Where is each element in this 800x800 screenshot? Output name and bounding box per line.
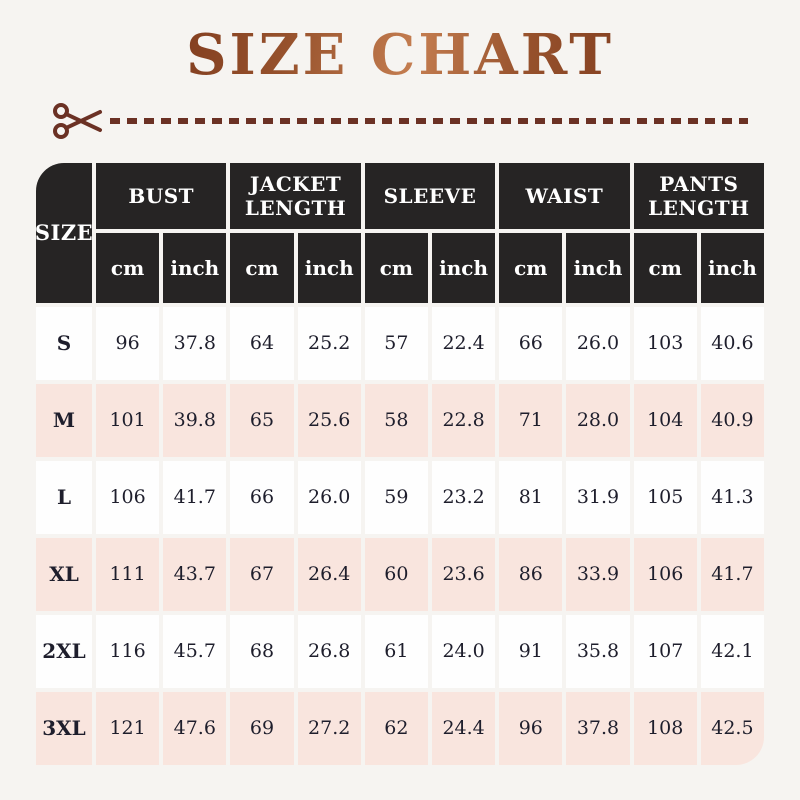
table-cell: 71 bbox=[499, 383, 563, 457]
table-cell: 111 bbox=[96, 537, 160, 611]
table-cell: 22.4 bbox=[432, 306, 496, 380]
cut-line bbox=[52, 100, 748, 142]
table-cell: 107 bbox=[633, 614, 697, 688]
dashed-line bbox=[110, 117, 748, 124]
unit-header-cm: cm bbox=[230, 232, 294, 303]
table-cell: 43.7 bbox=[163, 537, 227, 611]
table-cell: 64 bbox=[230, 306, 294, 380]
table-cell: 104 bbox=[633, 383, 697, 457]
table-cell: 96 bbox=[96, 306, 160, 380]
table-cell: 61 bbox=[364, 614, 428, 688]
table-cell: 103 bbox=[633, 306, 697, 380]
unit-header-cm: cm bbox=[633, 232, 697, 303]
table-cell: 23.2 bbox=[432, 460, 496, 534]
table-cell: 37.8 bbox=[566, 691, 630, 765]
table-cell: 66 bbox=[230, 460, 294, 534]
scissors-icon bbox=[52, 100, 104, 142]
table-cell: 39.8 bbox=[163, 383, 227, 457]
unit-header-inch: inch bbox=[297, 232, 361, 303]
table-cell: 101 bbox=[96, 383, 160, 457]
table-cell: 22.8 bbox=[432, 383, 496, 457]
table-cell: 24.0 bbox=[432, 614, 496, 688]
col-group-jacket-length: JACKET LENGTH bbox=[230, 162, 361, 229]
table-cell: 91 bbox=[499, 614, 563, 688]
unit-header-inch: inch bbox=[432, 232, 496, 303]
table-cell: 86 bbox=[499, 537, 563, 611]
col-group-pants-length: PANTS LENGTH bbox=[633, 162, 764, 229]
table-cell: 40.6 bbox=[700, 306, 764, 380]
table-cell: 60 bbox=[364, 537, 428, 611]
unit-header-inch: inch bbox=[163, 232, 227, 303]
unit-header-inch: inch bbox=[566, 232, 630, 303]
table-cell: 40.9 bbox=[700, 383, 764, 457]
table-cell: 26.8 bbox=[297, 614, 361, 688]
unit-header-cm: cm bbox=[499, 232, 563, 303]
table-cell: 69 bbox=[230, 691, 294, 765]
table-cell: 66 bbox=[499, 306, 563, 380]
page-title: SIZE CHART bbox=[0, 0, 800, 85]
size-table: SIZE BUST JACKET LENGTH SLEEVE WAIST PAN… bbox=[35, 162, 764, 765]
table-cell: 25.6 bbox=[297, 383, 361, 457]
table-cell: 24.4 bbox=[432, 691, 496, 765]
unit-header-cm: cm bbox=[96, 232, 160, 303]
unit-header-inch: inch bbox=[700, 232, 764, 303]
table-cell: 105 bbox=[633, 460, 697, 534]
col-header-size: SIZE bbox=[35, 162, 93, 303]
table-cell: 26.0 bbox=[297, 460, 361, 534]
table-cell: 35.8 bbox=[566, 614, 630, 688]
table-cell: 45.7 bbox=[163, 614, 227, 688]
col-group-bust: BUST bbox=[96, 162, 227, 229]
table-cell: 31.9 bbox=[566, 460, 630, 534]
table-cell: 41.3 bbox=[700, 460, 764, 534]
table-cell: 33.9 bbox=[566, 537, 630, 611]
table-cell: 67 bbox=[230, 537, 294, 611]
row-size-label: 3XL bbox=[36, 691, 92, 765]
table-cell: 62 bbox=[364, 691, 428, 765]
row-size-label: XL bbox=[36, 537, 92, 611]
table-cell: 37.8 bbox=[163, 306, 227, 380]
row-size-label: 2XL bbox=[36, 614, 92, 688]
unit-header-cm: cm bbox=[364, 232, 428, 303]
table-cell: 27.2 bbox=[297, 691, 361, 765]
table-cell: 106 bbox=[633, 537, 697, 611]
table-cell: 68 bbox=[230, 614, 294, 688]
table-cell: 65 bbox=[230, 383, 294, 457]
table-cell: 26.0 bbox=[566, 306, 630, 380]
table-cell: 41.7 bbox=[163, 460, 227, 534]
table-cell: 42.5 bbox=[700, 691, 764, 765]
col-group-waist: WAIST bbox=[499, 162, 630, 229]
table-cell: 25.2 bbox=[297, 306, 361, 380]
table-cell: 42.1 bbox=[700, 614, 764, 688]
table-cell: 28.0 bbox=[566, 383, 630, 457]
row-size-label: S bbox=[36, 306, 92, 380]
table-cell: 96 bbox=[499, 691, 563, 765]
table-cell: 23.6 bbox=[432, 537, 496, 611]
row-size-label: M bbox=[36, 383, 92, 457]
table-cell: 59 bbox=[364, 460, 428, 534]
table-cell: 57 bbox=[364, 306, 428, 380]
row-size-label: L bbox=[36, 460, 92, 534]
table-cell: 106 bbox=[96, 460, 160, 534]
table-cell: 41.7 bbox=[700, 537, 764, 611]
table-cell: 108 bbox=[633, 691, 697, 765]
table-cell: 58 bbox=[364, 383, 428, 457]
table-cell: 121 bbox=[96, 691, 160, 765]
table-cell: 47.6 bbox=[163, 691, 227, 765]
table-cell: 81 bbox=[499, 460, 563, 534]
table-cell: 116 bbox=[96, 614, 160, 688]
col-group-sleeve: SLEEVE bbox=[364, 162, 496, 229]
table-cell: 26.4 bbox=[297, 537, 361, 611]
